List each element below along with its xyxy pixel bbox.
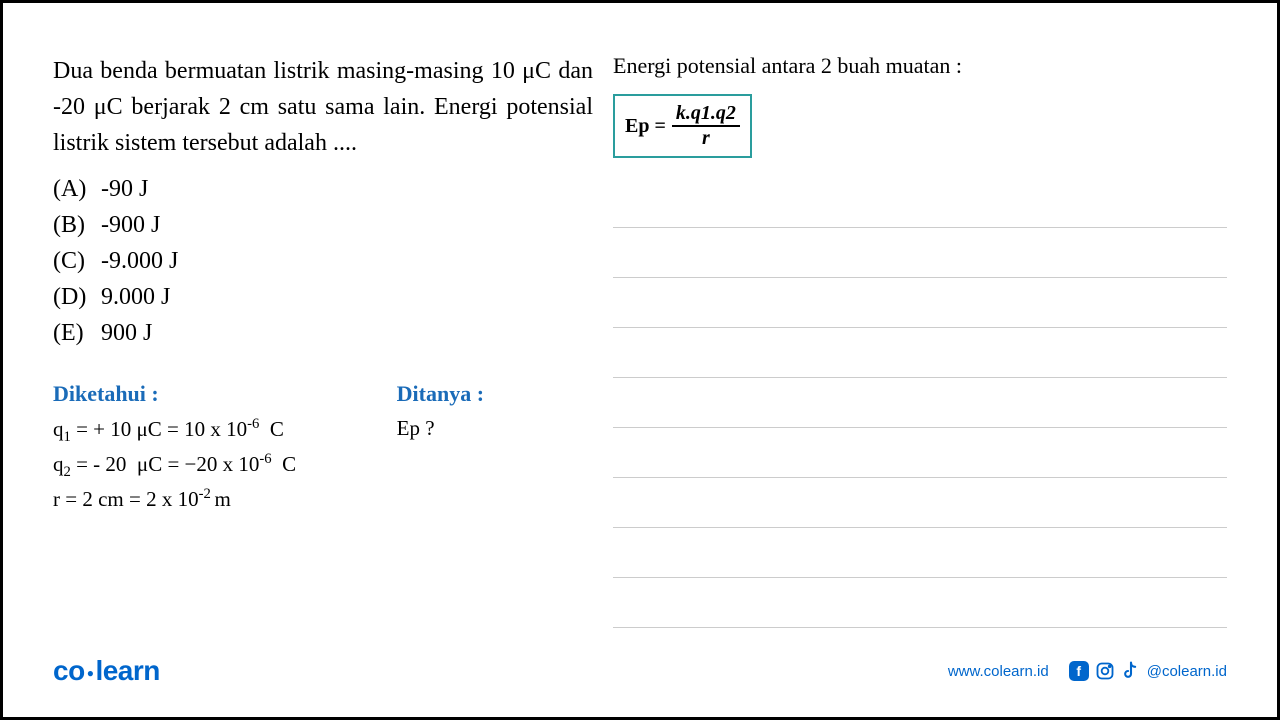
option-value: 900 J <box>101 315 152 351</box>
asked-heading: Ditanya : <box>397 381 593 407</box>
social-handle: @colearn.id <box>1147 663 1227 680</box>
option-label: (B) <box>53 207 93 243</box>
option-value: -900 J <box>101 207 160 243</box>
instagram-icon <box>1095 661 1115 681</box>
ruled-line <box>613 378 1227 428</box>
asked-value: Ep ? <box>397 413 593 445</box>
answer-options: (A) -90 J (B) -900 J (C) -9.000 J (D) 9.… <box>53 171 593 351</box>
formula-denominator: r <box>698 127 714 150</box>
solution-heading: Energi potensial antara 2 buah muatan : <box>613 53 1227 79</box>
ruled-line <box>613 178 1227 228</box>
website-url: www.colearn.id <box>948 663 1049 680</box>
given-r: r = 2 cm = 2 x 10-2 m <box>53 483 397 516</box>
social-icons: f @colearn.id <box>1069 661 1227 681</box>
ruled-line <box>613 578 1227 628</box>
option-label: (D) <box>53 279 93 315</box>
option-e: (E) 900 J <box>53 315 593 351</box>
asked-section: Ditanya : Ep ? <box>397 381 593 516</box>
ruled-line <box>613 428 1227 478</box>
option-d: (D) 9.000 J <box>53 279 593 315</box>
option-value: -90 J <box>101 171 148 207</box>
footer: co●learn www.colearn.id f @colearn.id <box>53 655 1227 687</box>
logo-dot: ● <box>87 666 94 680</box>
colearn-logo: co●learn <box>53 655 160 687</box>
option-value: 9.000 J <box>101 279 170 315</box>
formula-numerator: k.q1.q2 <box>672 102 740 127</box>
question-column: Dua benda bermuatan listrik masing-masin… <box>53 53 613 623</box>
facebook-icon: f <box>1069 661 1089 681</box>
given-q2: q2 = - 20 μC = −20 x 10-6 C <box>53 448 397 483</box>
option-b: (B) -900 J <box>53 207 593 243</box>
ruled-lines <box>613 178 1227 628</box>
logo-learn: learn <box>95 655 159 686</box>
given-q1: q1 = + 10 μC = 10 x 10-6 C <box>53 413 397 448</box>
logo-co: co <box>53 655 85 686</box>
ruled-line <box>613 228 1227 278</box>
option-label: (C) <box>53 243 93 279</box>
option-c: (C) -9.000 J <box>53 243 593 279</box>
option-a: (A) -90 J <box>53 171 593 207</box>
formula-box: Ep = k.q1.q2 r <box>613 94 752 158</box>
ruled-line <box>613 528 1227 578</box>
solution-column: Energi potensial antara 2 buah muatan : … <box>613 53 1227 623</box>
ruled-line <box>613 328 1227 378</box>
given-heading: Diketahui : <box>53 381 397 407</box>
given-section: Diketahui : q1 = + 10 μC = 10 x 10-6 C q… <box>53 381 397 516</box>
tiktok-icon <box>1121 661 1141 681</box>
formula-fraction: k.q1.q2 r <box>672 102 740 150</box>
formula-lhs: Ep = <box>625 115 666 138</box>
option-value: -9.000 J <box>101 243 178 279</box>
question-text: Dua benda bermuatan listrik masing-masin… <box>53 53 593 161</box>
ruled-line <box>613 278 1227 328</box>
option-label: (A) <box>53 171 93 207</box>
ruled-line <box>613 478 1227 528</box>
option-label: (E) <box>53 315 93 351</box>
